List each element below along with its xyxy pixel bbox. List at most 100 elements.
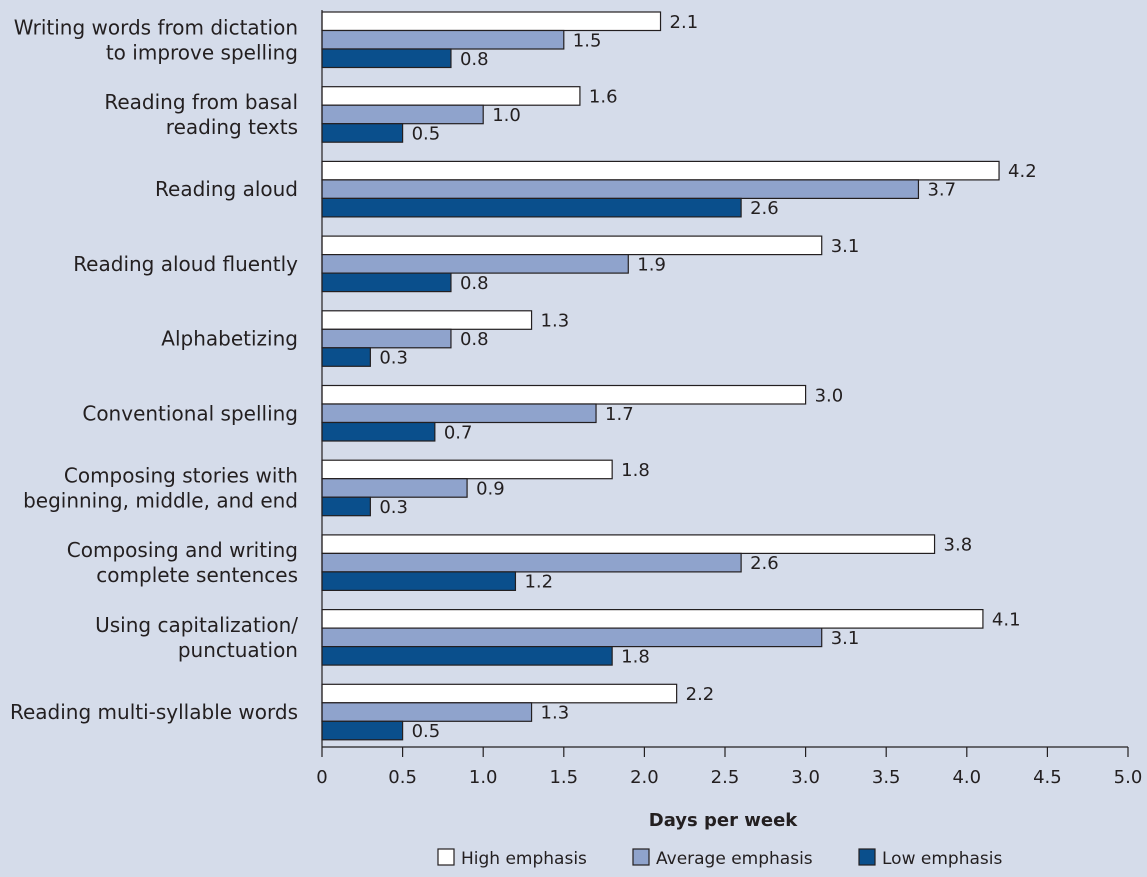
value-label: 0.3 [379, 348, 408, 369]
value-label: 3.1 [831, 236, 860, 257]
labels-layer: Writing words from dictation to improve s… [10, 12, 1037, 742]
category-label: Using capitalization/punctuation [95, 613, 298, 662]
bar-high-emphasis [321, 11, 662, 32]
value-label: 0.8 [460, 329, 489, 350]
x-tick-label: 0.5 [388, 767, 417, 788]
category-label-line: Composing and writing [67, 538, 298, 562]
value-label: 1.5 [573, 30, 602, 51]
value-label: 1.7 [605, 404, 634, 425]
x-tick-label: 4.0 [952, 767, 981, 788]
value-label: 2.1 [670, 12, 699, 33]
bar-low-emphasis [321, 197, 742, 218]
x-tick-label: 2.5 [711, 767, 740, 788]
category-label: Composing and writing complete sentences [67, 538, 298, 587]
bar-average-emphasis [321, 627, 823, 648]
bar-high-emphasis [321, 86, 581, 106]
category-label: Reading multi-syllable words [10, 700, 298, 724]
bar-low-emphasis [321, 571, 517, 592]
bar-average-emphasis [321, 328, 452, 349]
value-label: 1.8 [621, 646, 650, 667]
bar-low-emphasis [321, 48, 452, 69]
bar-high-emphasis [321, 683, 678, 704]
value-label: 0.7 [444, 422, 473, 443]
x-axis: 0 0.5 1.0 1.5 2.0 2.5 3.0 3.5 4.0 4.5 5.0 [316, 10, 1142, 788]
category-label: Reading aloud [155, 177, 298, 201]
bar-low-emphasis [321, 496, 371, 517]
x-tick-label: 1.5 [549, 767, 578, 788]
value-label: 0.9 [476, 478, 505, 499]
category-label-line: Composing stories with [64, 463, 298, 487]
bar-high-emphasis [321, 459, 613, 480]
category-label: Reading aloud fluently [73, 252, 298, 276]
value-label: 0.5 [412, 721, 441, 742]
category-label-line: Reading multi-syllable words [10, 700, 298, 724]
legend-label-high-emphasis: High emphasis [461, 849, 587, 869]
value-label: 2.2 [686, 684, 715, 705]
bar-low-emphasis [321, 123, 404, 143]
category-label-line: Reading from basal [104, 90, 298, 114]
x-tick-label: 1.0 [469, 767, 498, 788]
value-label: 1.3 [541, 703, 570, 724]
category-label: Conventional spelling [82, 401, 298, 425]
bar-high-emphasis [321, 384, 807, 405]
legend: High emphasis Average emphasis Low emphasi… [437, 848, 1002, 869]
bar-average-emphasis [321, 478, 468, 498]
bars-layer [321, 11, 1000, 741]
value-label: 4.2 [1008, 161, 1037, 182]
bar-low-emphasis [321, 720, 404, 741]
value-label: 0.8 [460, 49, 489, 70]
value-label: 1.0 [492, 105, 521, 126]
category-label: Composing stories with beginning, middle,… [23, 463, 298, 512]
value-label: 1.2 [524, 572, 553, 593]
bar-high-emphasis [321, 534, 936, 555]
bar-average-emphasis [321, 552, 742, 573]
value-label: 3.7 [927, 180, 956, 201]
x-tick-label: 3.0 [791, 767, 820, 788]
category-label-line: Conventional spelling [82, 401, 298, 425]
x-tick-label: 3.5 [872, 767, 901, 788]
category-label-line: Alphabetizing [161, 327, 298, 351]
x-axis-title: Days per week [649, 810, 799, 831]
bar-high-emphasis [321, 310, 533, 330]
bar-average-emphasis [321, 179, 920, 199]
category-label-line: Reading aloud [155, 177, 298, 201]
legend-label-low-emphasis: Low emphasis [882, 849, 1002, 869]
category-label-line: beginning, middle, and end [23, 488, 298, 512]
x-tick-label: 0 [316, 767, 327, 788]
bar-low-emphasis [321, 645, 613, 666]
bar-high-emphasis [321, 235, 823, 256]
category-label-line: Reading aloud fluently [73, 252, 298, 276]
value-label: 1.6 [589, 86, 618, 107]
category-label: Alphabetizing [161, 327, 298, 351]
category-label-line: punctuation [178, 638, 298, 662]
bar-average-emphasis [321, 104, 484, 125]
bar-average-emphasis [321, 254, 629, 274]
category-label: Writing words from dictation to improve s… [14, 15, 298, 64]
bar-average-emphasis [321, 403, 597, 424]
value-label: 1.3 [541, 311, 570, 332]
value-label: 3.1 [831, 628, 860, 649]
value-label: 4.1 [992, 609, 1021, 630]
bar-low-emphasis [321, 421, 436, 442]
x-tick-label: 4.5 [1033, 767, 1062, 788]
bar-average-emphasis [321, 29, 565, 50]
value-label: 0.3 [379, 497, 408, 518]
category-label-line: complete sentences [96, 563, 298, 587]
value-label: 0.5 [412, 123, 441, 144]
bar-average-emphasis [321, 702, 533, 722]
value-label: 3.8 [944, 535, 973, 556]
bar-low-emphasis [321, 347, 371, 367]
legend-swatch-average-emphasis [632, 848, 650, 866]
value-label: 2.6 [750, 553, 779, 574]
bar-high-emphasis [321, 160, 1000, 181]
value-label: 1.8 [621, 460, 650, 481]
category-label-line: Using capitalization/ [95, 613, 298, 637]
value-label: 0.8 [460, 273, 489, 294]
legend-label-average-emphasis: Average emphasis [656, 849, 813, 869]
value-label: 1.9 [637, 254, 666, 275]
x-tick-label: 2.0 [630, 767, 659, 788]
bar-low-emphasis [321, 272, 452, 293]
category-label-line: reading texts [166, 115, 298, 139]
category-label-line: to improve spelling [106, 40, 298, 64]
